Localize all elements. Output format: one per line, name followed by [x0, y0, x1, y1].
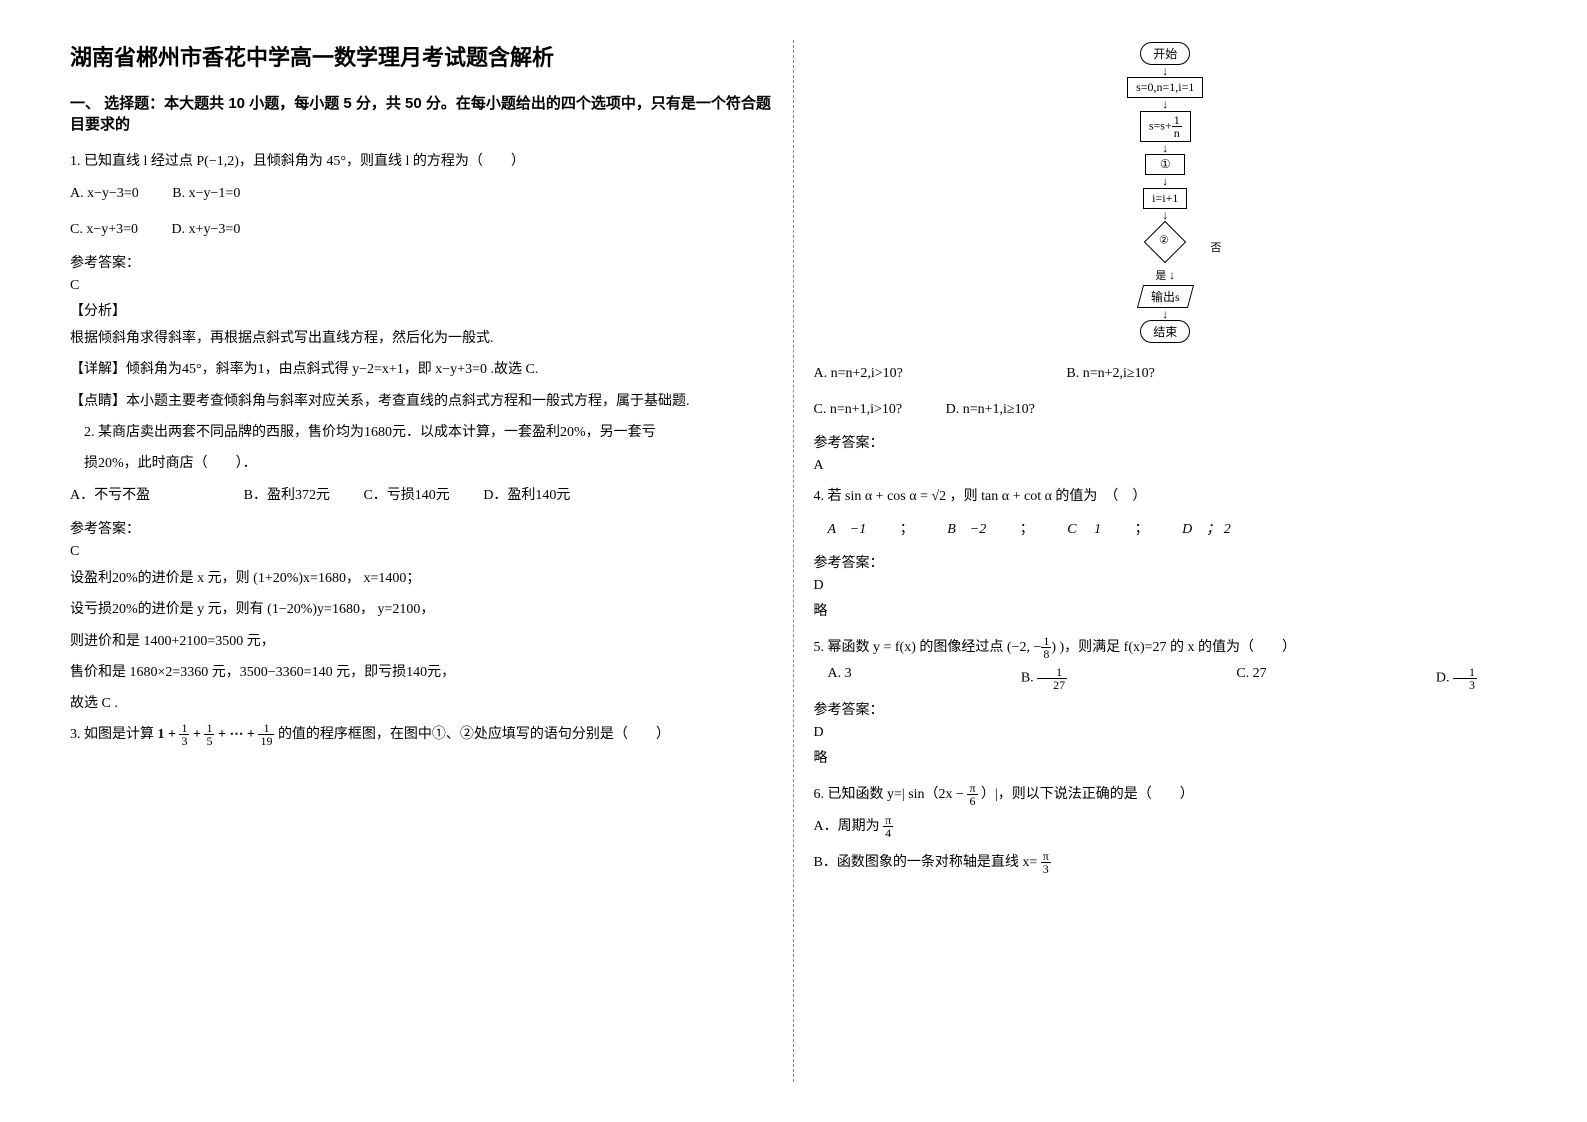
q1-optB: B. x−y−1=0: [172, 180, 240, 208]
q1-answer-label: 参考答案：: [70, 252, 773, 272]
q3-stem-pre: 3. 如图是计算: [70, 727, 154, 742]
q5-answer: D: [814, 725, 1518, 741]
fc-no: 否: [1210, 239, 1221, 255]
frac-pi-3: π3: [1041, 850, 1051, 875]
flowchart: 开始 ↓ s=0,n=1,i=1 ↓ s=s+1n ↓ ① ↓ i=i+1 ↓ …: [814, 40, 1518, 345]
q2-answer-label: 参考答案：: [70, 518, 773, 538]
q3-optB: B. n=n+2,i≥10?: [1066, 360, 1154, 388]
q3-optD: D. n=n+1,i≥10?: [946, 396, 1035, 424]
q4-answer-label: 参考答案：: [814, 552, 1518, 572]
frac-pi-6: π6: [967, 782, 977, 807]
q2-answer: C: [70, 544, 773, 560]
q3-options-row2: C. n=n+1,i>10? D. n=n+1,i≥10?: [814, 396, 1518, 424]
q3-stem-post: 的值的程序框图，在图中①、②处应填写的语句分别是（ ）: [278, 727, 670, 742]
q5-optD: D. 13: [1422, 666, 1477, 691]
fc-start: 开始: [1140, 42, 1190, 65]
q1-options-row1: A. x−y−3=0 B. x−y−1=0: [70, 180, 773, 208]
fc-step1: ①: [1145, 154, 1185, 175]
q1-optA: A. x−y−3=0: [70, 180, 139, 208]
q4-options: A −1 ； B −2 ； C 1 ； D ； 2: [814, 516, 1518, 544]
q5-note: 略: [814, 747, 1518, 767]
q4-stem: 4. 若 sin α + cos α = √2 ，则 tan α + cot α…: [814, 484, 1518, 509]
q2-line2: 设亏损20%的进价是 y 元，则有 (1−20%)y=1680， y=2100，: [70, 597, 773, 622]
frac-1-3: 13: [179, 722, 189, 747]
fc-inc: i=i+1: [1143, 188, 1187, 209]
q2-stem2: 损20%，此时商店（ ）．: [70, 451, 773, 476]
q3-options-row1: A. n=n+2,i>10? B. n=n+2,i≥10?: [814, 360, 1518, 388]
fc-output: 输出s: [1137, 285, 1194, 308]
q4-optC: C 1: [1067, 522, 1101, 537]
q3-stem: 3. 如图是计算 1 + 13 + 15 + ⋯ + 119 的值的程序框图，在…: [70, 722, 773, 747]
frac-1-8: 18: [1041, 635, 1051, 660]
q5-options: A. 3 B. 127 C. 27 D. 13: [814, 666, 1518, 691]
q5-optC: C. 27: [1222, 666, 1266, 691]
q2-optB: B．盈利372元: [244, 482, 330, 510]
q1-optC: C. x−y+3=0: [70, 216, 138, 244]
q1-optD: D. x+y−3=0: [172, 216, 241, 244]
frac-1-19: 119: [258, 722, 274, 747]
q1-analysis1: 根据倾斜角求得斜率，再根据点斜式写出直线方程，然后化为一般式.: [70, 326, 773, 351]
q2-line5: 故选 C .: [70, 691, 773, 716]
fc-init: s=0,n=1,i=1: [1127, 77, 1203, 98]
q2-line3: 则进价和是 1400+2100=3500 元，: [70, 629, 773, 654]
frac-pi-4: π4: [883, 814, 893, 839]
q6-stem-pre: 6. 已知函数 y=| sin（2x −: [814, 787, 964, 802]
q1-stem: 1. 已知直线 l 经过点 P(−1,2)，且倾斜角为 45°，则直线 l 的方…: [70, 149, 773, 174]
q4-optA: A −1: [828, 522, 867, 537]
q1-answer: C: [70, 278, 773, 294]
fc-decision: ②: [1144, 221, 1186, 263]
q1-analysis-label: 【分析】: [70, 300, 773, 320]
q1-options-row2: C. x−y+3=0 D. x+y−3=0: [70, 216, 773, 244]
doc-title: 湖南省郴州市香花中学高一数学理月考试题含解析: [70, 40, 773, 72]
arrow-icon: ↓: [1127, 211, 1203, 219]
section-header: 一、 选择题：本大题共 10 小题，每小题 5 分，共 50 分。在每小题给出的…: [70, 92, 773, 134]
arrow-icon: ↓: [1127, 100, 1203, 108]
q4-optD: D ； 2: [1182, 522, 1231, 537]
q5-optA: A. 3: [814, 666, 852, 691]
q6-optB: B．函数图象的一条对称轴是直线 x= π3: [814, 849, 1518, 877]
q1-analysis2: 【详解】倾斜角为45°，斜率为1，由点斜式得 y−2=x+1，即 x−y+3=0…: [70, 357, 773, 382]
q2-line1: 设盈利20%的进价是 x 元，则 (1+20%)x=1680， x=1400；: [70, 566, 773, 591]
q5-stem-mid: )，则满足 f(x)=27 的 x 的值为（ ）: [1060, 640, 1297, 655]
q4-optB: B −2: [947, 522, 986, 537]
q6-optA: A．周期为 π4: [814, 813, 1518, 841]
q2-optD: D．盈利140元: [483, 482, 570, 510]
left-column: 湖南省郴州市香花中学高一数学理月考试题含解析 一、 选择题：本大题共 10 小题…: [50, 40, 794, 1082]
q1-analysis3: 【点睛】本小题主要考查倾斜角与斜率对应关系，考查直线的点斜式方程和一般式方程，属…: [70, 389, 773, 414]
q6-stem-post: ）|，则以下说法正确的是（ ）: [981, 787, 1194, 802]
q5-optB: B. 127: [1007, 666, 1067, 691]
arrow-icon: ↓: [1127, 144, 1203, 152]
q4-answer: D: [814, 578, 1518, 594]
arrow-icon: ↓: [1127, 310, 1203, 318]
right-column: 开始 ↓ s=0,n=1,i=1 ↓ s=s+1n ↓ ① ↓ i=i+1 ↓ …: [794, 40, 1538, 1082]
fc-calc: s=s+1n: [1140, 111, 1191, 142]
q3-answer: A: [814, 458, 1518, 474]
fc-yes: 是: [1155, 270, 1166, 282]
q2-stem1: 2. 某商店卖出两套不同品牌的西服，售价均为1680元．以成本计算，一套盈利20…: [70, 420, 773, 445]
q3-answer-label: 参考答案：: [814, 432, 1518, 452]
q3-optC: C. n=n+1,i>10?: [814, 396, 903, 424]
q5-stem: 5. 幂函数 y = f(x) 的图像经过点 (−2, −18) )，则满足 f…: [814, 635, 1518, 660]
frac-1-5: 15: [204, 722, 214, 747]
q2-optA: A．不亏不盈: [70, 482, 150, 510]
q5-answer-label: 参考答案：: [814, 699, 1518, 719]
arrow-icon: ↓: [1127, 67, 1203, 75]
q4-note: 略: [814, 600, 1518, 620]
q2-options: A．不亏不盈 B．盈利372元 C．亏损140元 D．盈利140元: [70, 482, 773, 510]
q2-line4: 售价和是 1680×2=3360 元，3500−3360=140 元，即亏损14…: [70, 660, 773, 685]
q2-optC: C．亏损140元: [363, 482, 449, 510]
q3-optA: A. n=n+2,i>10?: [814, 360, 903, 388]
arrow-icon: ↓: [1127, 177, 1203, 185]
q5-stem-pre: 5. 幂函数 y = f(x) 的图像经过点: [814, 640, 1004, 655]
fc-end: 结束: [1140, 320, 1190, 343]
q6-stem: 6. 已知函数 y=| sin（2x − π6 ）|，则以下说法正确的是（ ）: [814, 782, 1518, 807]
